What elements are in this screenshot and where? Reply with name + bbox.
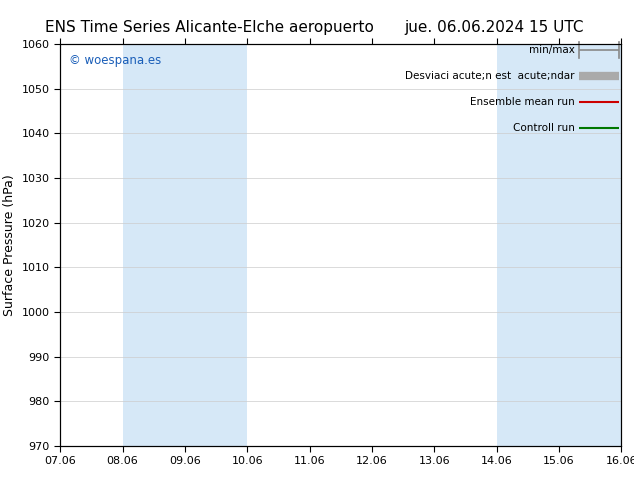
Text: © woespana.es: © woespana.es (68, 54, 161, 67)
Text: jue. 06.06.2024 15 UTC: jue. 06.06.2024 15 UTC (404, 20, 585, 35)
Bar (122, 44, 247, 446)
Bar (496, 44, 621, 446)
Text: ENS Time Series Alicante-Elche aeropuerto: ENS Time Series Alicante-Elche aeropuert… (45, 20, 373, 35)
Text: Controll run: Controll run (513, 123, 575, 133)
Text: Ensemble mean run: Ensemble mean run (470, 98, 575, 107)
Text: Desviaci acute;n est  acute;ndar: Desviaci acute;n est acute;ndar (405, 71, 575, 81)
Y-axis label: Surface Pressure (hPa): Surface Pressure (hPa) (3, 174, 16, 316)
Text: min/max: min/max (529, 45, 575, 55)
